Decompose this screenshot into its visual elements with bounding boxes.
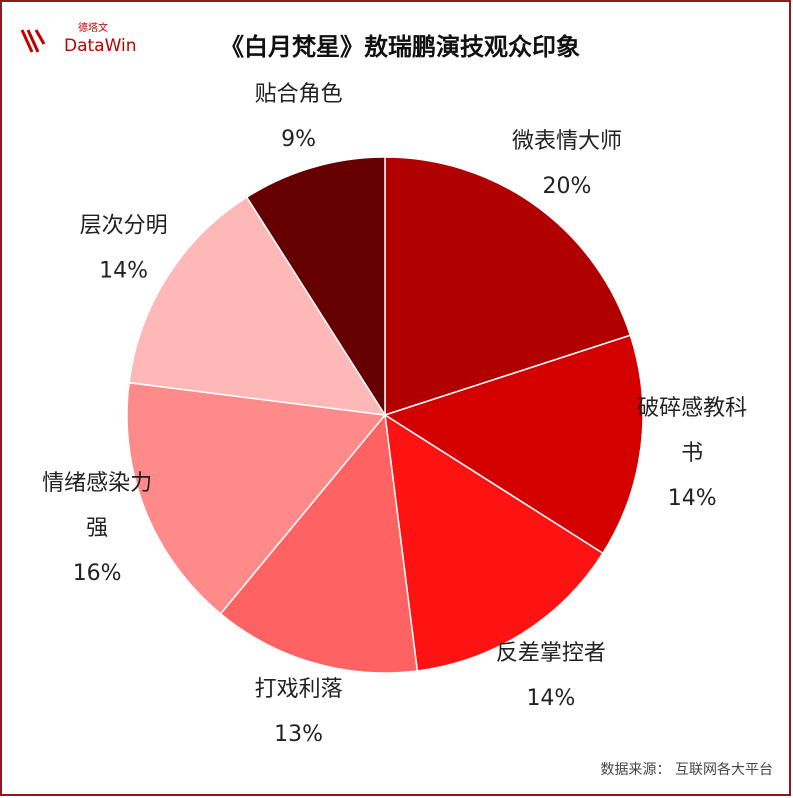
pie-slice: [128, 196, 387, 416]
pie-slice: [384, 413, 604, 672]
pie-slice: [384, 156, 632, 417]
logo-mark: [20, 29, 46, 53]
logo-brand: DataWin: [64, 36, 137, 56]
slice-label: 层次分明: [80, 214, 168, 239]
slice-label: 破碎感教科书: [637, 396, 747, 466]
value-label: 14%: [526, 686, 575, 711]
slice-label: 贴合角色: [255, 82, 343, 107]
value-label: 16%: [73, 561, 122, 586]
logo-cn: 德塔文: [78, 21, 108, 34]
value-label: 14%: [668, 486, 717, 511]
value-label: 9%: [281, 127, 316, 152]
slice-label: 打戏利落: [255, 677, 343, 702]
pie-slice: [126, 381, 387, 615]
value-label: 20%: [543, 174, 592, 199]
logo: 德塔文 DataWin: [20, 21, 137, 56]
pie-slice: [383, 334, 644, 555]
slice-label: 情绪感染力强: [42, 471, 152, 541]
chart-title: 《白月梵星》敖瑞鹏演技观众印象: [220, 33, 580, 61]
value-label: 14%: [99, 259, 148, 284]
value-label: 13%: [274, 722, 323, 747]
pie-slice: [219, 413, 419, 674]
slice-label: 反差掌控者: [496, 641, 606, 666]
pie-slice: [245, 156, 386, 418]
slice-label: 微表情大师: [512, 129, 622, 154]
source: 数据来源： 互联网各大平台: [601, 762, 773, 778]
